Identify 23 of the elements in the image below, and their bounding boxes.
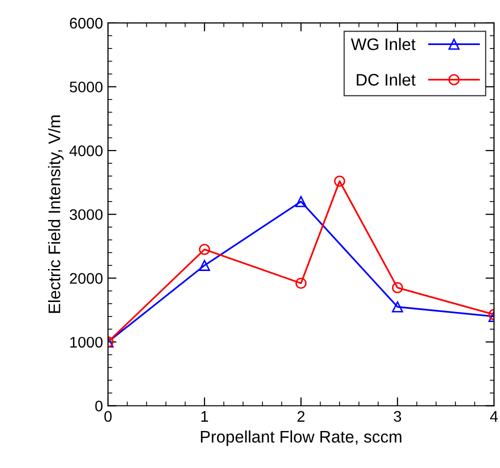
- x-tick-label: 2: [298, 411, 304, 422]
- y-tick-label: 2000: [70, 273, 103, 284]
- x-tick-label: 1: [201, 411, 208, 422]
- x-tick-label: 4: [490, 411, 498, 422]
- point: [392, 301, 404, 312]
- y-tick-label: 3000: [70, 209, 103, 220]
- point: [295, 196, 307, 208]
- legend-label: DC Inlet: [356, 73, 416, 86]
- y-tick-label: 1000: [70, 336, 103, 348]
- x-tick-label: 0: [104, 411, 112, 422]
- y-axis-title: Electric Field Intensity, V/m: [48, 116, 64, 313]
- y-tick-label: 0: [95, 400, 103, 412]
- point: [295, 278, 307, 289]
- y-tick-label: 6000: [70, 18, 103, 29]
- legend-label: WG Inlet: [350, 38, 416, 50]
- point: [334, 176, 346, 187]
- x-tick-label: 3: [394, 411, 402, 422]
- x-axis-title: Propellant Flow Rate, sccm: [200, 430, 402, 446]
- point: [198, 260, 210, 271]
- point: [198, 244, 210, 255]
- point: [392, 282, 404, 294]
- y-tick-label: 5000: [70, 82, 103, 92]
- y-tick-label: 4000: [70, 145, 103, 156]
